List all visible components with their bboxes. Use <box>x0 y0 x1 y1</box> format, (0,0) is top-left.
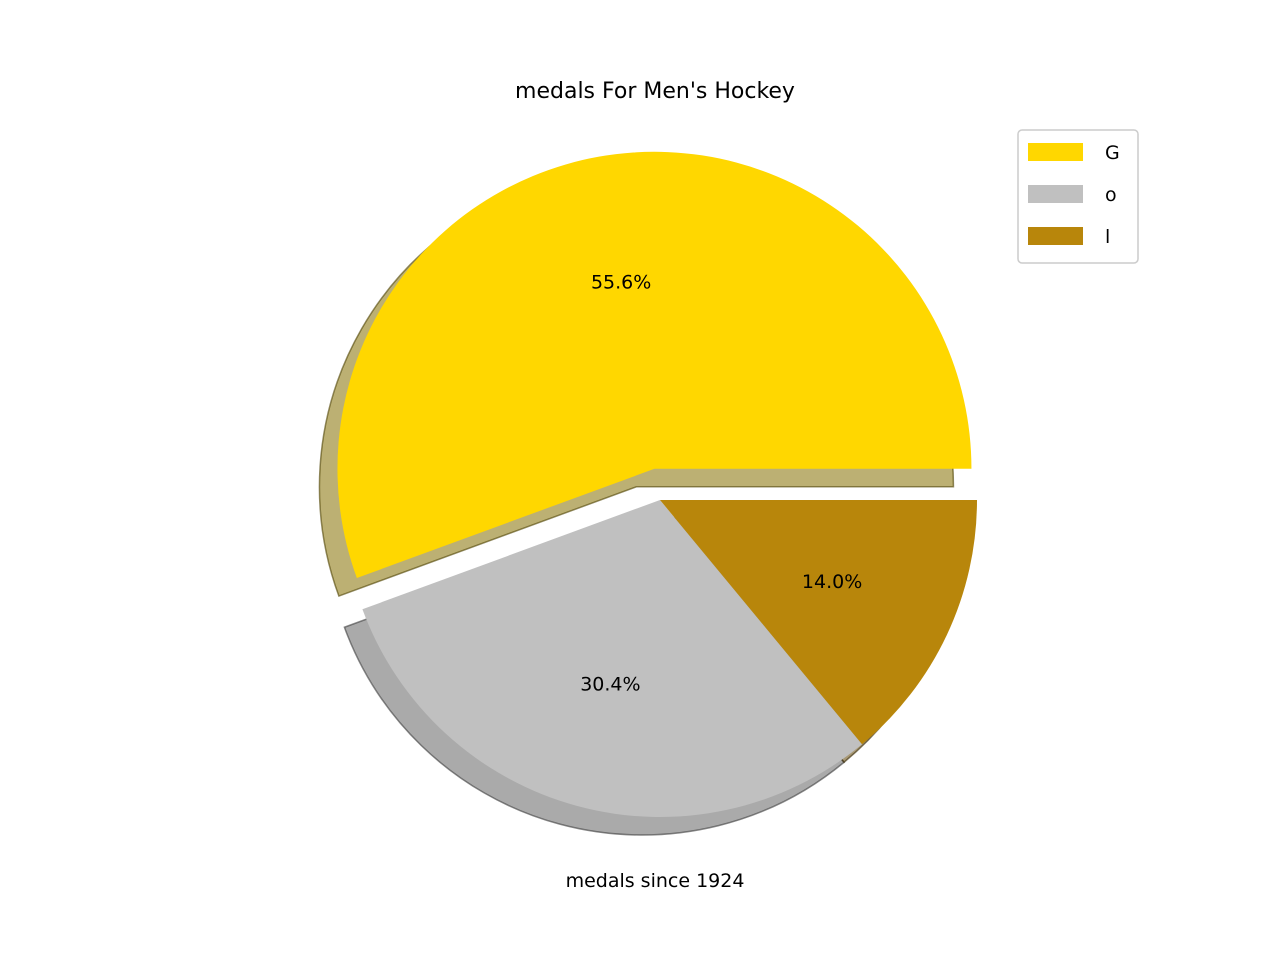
legend-label-g: G <box>1105 142 1120 164</box>
legend-swatch-l <box>1028 227 1083 245</box>
legend-swatch-g <box>1028 143 1083 161</box>
legend-swatch-o <box>1028 185 1083 203</box>
slice-labels: 55.6% 30.4% 14.0% <box>580 272 862 696</box>
pie-slices <box>337 151 977 817</box>
x-axis-label: medals since 1924 <box>566 870 745 892</box>
legend-label-o: o <box>1105 184 1117 206</box>
pie-slice-g <box>337 151 972 579</box>
legend: Gol <box>1017 129 1139 264</box>
slice-pct-label-g: 55.6% <box>591 272 651 294</box>
slice-pct-label-o: 30.4% <box>580 674 640 696</box>
chart-title: medals For Men's Hockey <box>515 79 795 104</box>
pie-slice-l <box>660 500 977 745</box>
legend-label-l: l <box>1105 226 1110 248</box>
pie-slice-o <box>362 500 863 817</box>
slice-pct-label-l: 14.0% <box>802 571 862 593</box>
